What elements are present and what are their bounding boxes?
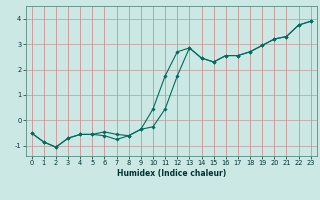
X-axis label: Humidex (Indice chaleur): Humidex (Indice chaleur) — [116, 169, 226, 178]
